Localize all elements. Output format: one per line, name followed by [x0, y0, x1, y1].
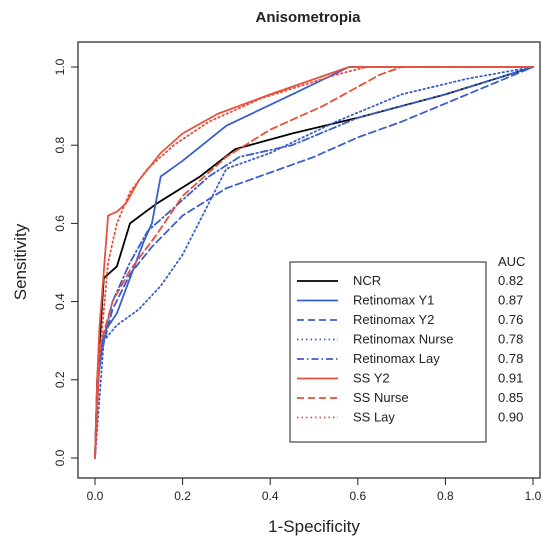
auc-value: 0.82 [498, 273, 523, 288]
auc-value: 0.91 [498, 371, 523, 386]
auc-value: 0.78 [498, 332, 523, 347]
legend-label: NCR [353, 273, 381, 288]
auc-value: 0.76 [498, 312, 523, 327]
auc-value: 0.85 [498, 390, 523, 405]
auc-value: 0.90 [498, 410, 523, 425]
series-layer [94, 66, 534, 459]
plot-frame [77, 41, 541, 479]
y-tick-label: 0.4 [53, 293, 67, 310]
auc-value: 0.78 [498, 351, 523, 366]
legend-label: SS Lay [353, 410, 395, 425]
legend-label: Retinomax Lay [353, 351, 440, 366]
legend-label: SS Nurse [353, 390, 409, 405]
x-axis-ticks: 0.0 0.2 0.4 0.6 0.8 1.0 [87, 478, 542, 503]
legend-label: Retinomax Y2 [353, 312, 434, 327]
y-tick-label: 0.6 [53, 215, 67, 232]
legend-label: Retinomax Y1 [353, 293, 434, 308]
x-tick-label: 0.4 [262, 489, 279, 503]
x-tick-label: 0.6 [349, 489, 366, 503]
legend-box [289, 261, 487, 443]
legend-label: Retinomax Nurse [353, 332, 453, 347]
series-line-retinomax-y2 [94, 66, 534, 459]
x-tick-label: 0.0 [87, 489, 104, 503]
y-axis-ticks: 0.0 0.2 0.4 0.6 0.8 1.0 [53, 58, 78, 466]
x-tick-label: 1.0 [525, 489, 542, 503]
auc-value: 0.87 [498, 293, 523, 308]
legend-label: SS Y2 [353, 371, 390, 386]
x-axis-title: 1-Specificity [268, 517, 360, 536]
y-tick-label: 0.0 [53, 449, 67, 466]
y-axis-title: Sensitivity [11, 223, 30, 300]
chart-title: Anisometropia [255, 9, 361, 26]
y-tick-label: 1.0 [53, 58, 67, 75]
legend: NCR Retinomax Y1 Retinomax Y2 Retinomax Nur… [289, 261, 487, 443]
auc-header: AUC [498, 254, 525, 269]
y-tick-label: 0.8 [53, 137, 67, 154]
series-line-retinomax-nurse [94, 66, 534, 459]
series-line-ss-nurse [94, 66, 534, 459]
x-tick-label: 0.8 [437, 489, 454, 503]
y-tick-label: 0.2 [53, 371, 67, 388]
series-line-ss-lay [94, 66, 534, 459]
auc-values: 0.82 0.87 0.76 0.78 0.78 0.91 0.85 0.90 [498, 273, 523, 425]
x-tick-label: 0.2 [174, 489, 191, 503]
